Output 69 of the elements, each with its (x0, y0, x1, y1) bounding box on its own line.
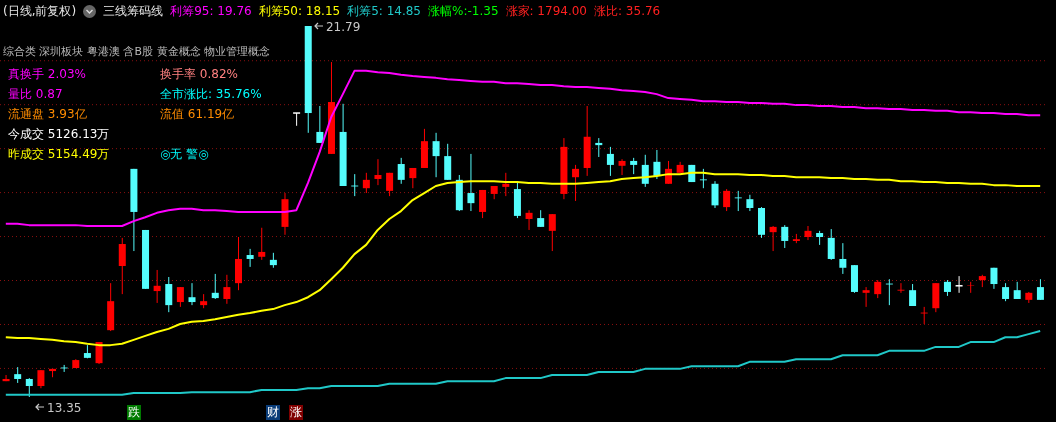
candlestick (374, 158, 382, 186)
candlestick (525, 209, 533, 231)
chart-title: (日线,前复权) (3, 3, 77, 20)
candlestick (781, 224, 789, 249)
text: 13.35 (47, 401, 82, 415)
candlestick (153, 269, 161, 304)
annotation: 21.79 (325, 20, 361, 34)
candlestick (874, 279, 882, 299)
annotation: 今成交 5126.13万 (8, 126, 110, 143)
candlestick (246, 248, 254, 268)
candlestick (862, 286, 870, 308)
text: 利筹50: 18.15 (258, 3, 341, 20)
candlestick (397, 157, 405, 185)
candlestick (897, 282, 905, 294)
candlestick (479, 189, 487, 219)
candlestick (211, 273, 219, 300)
annotation: 流值 61.19亿 (160, 106, 235, 123)
candlestick (723, 188, 731, 212)
candlestick (1036, 278, 1044, 301)
candlestick (606, 146, 614, 177)
candlestick (572, 164, 580, 202)
candlestick (118, 237, 126, 295)
candlestick (804, 225, 812, 241)
candlestick (1002, 282, 1010, 302)
annotation: 昨成交 5154.49万 (8, 146, 110, 163)
candlestick (188, 282, 196, 306)
text: 涨家: 1794.00 (505, 3, 587, 20)
candlestick (316, 105, 324, 144)
annotation: 量比 0.87 (8, 86, 63, 103)
candlestick (618, 158, 626, 176)
candlestick (258, 227, 266, 261)
text: 涨 (289, 405, 304, 420)
candlestick (176, 286, 184, 308)
candlestick (223, 274, 231, 305)
candlestick (432, 132, 440, 178)
candlestick (165, 276, 173, 313)
candlestick (25, 377, 33, 397)
annotation: 真换手 2.03% (8, 66, 86, 83)
candlestick (595, 137, 603, 158)
text: 涨比: 35.76 (594, 3, 661, 20)
candlestick (954, 275, 964, 294)
text: 跌 (126, 405, 141, 420)
annotation: 换手率 0.82% (160, 66, 238, 83)
candlestick (839, 242, 847, 275)
annotation: ◎无 警◎ (160, 146, 209, 163)
text: 利筹5: 14.85 (347, 3, 422, 20)
candlestick (292, 112, 301, 127)
candlestick (641, 154, 649, 188)
text: 利筹95: 19.76 (170, 3, 252, 20)
candlestick (734, 190, 742, 212)
text: 财 (266, 405, 281, 420)
candlestick (548, 213, 556, 252)
annotation: 流通盘 3.93亿 (8, 106, 87, 123)
chart-subtitle: 三线筹码线 (103, 3, 164, 20)
annotation: 综合类 深圳板块 粤港澳 含B股 黄金概念 物业管理概念 (3, 44, 271, 59)
text: 涨幅%:-1.35 (428, 3, 499, 20)
annotation: 全市涨比: 35.76% (160, 86, 262, 103)
candlestick (362, 172, 370, 194)
candlestick (653, 149, 661, 180)
candlestick (769, 225, 777, 252)
candlestick (711, 180, 719, 209)
candlestick (699, 168, 707, 189)
candlestick (827, 228, 835, 261)
candlestick (2, 374, 10, 382)
candlestick (967, 281, 975, 294)
candlestick (467, 153, 475, 212)
candlestick (502, 172, 510, 197)
candlestick (444, 143, 452, 181)
candlestick (37, 369, 45, 389)
